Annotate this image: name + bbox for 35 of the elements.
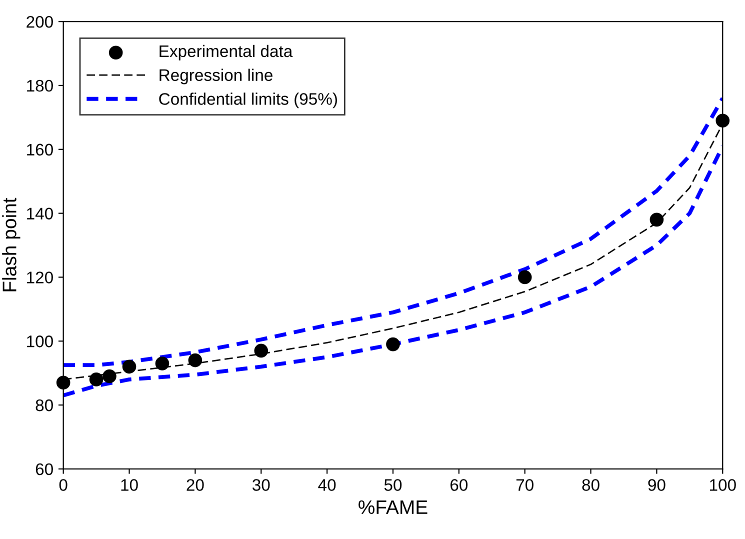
y-tick-label: 160 [27, 144, 53, 156]
y-tick-label: 200 [26, 16, 53, 28]
x-axis-title: %FAME [358, 500, 428, 514]
point [188, 353, 202, 368]
y-tick-label: 180 [27, 80, 53, 92]
x-tick-label: 80 [582, 479, 600, 491]
x-tick-label: 70 [516, 479, 534, 491]
x-tick-label: 0 [59, 479, 68, 491]
legend-label: Confidential limits (95%) [159, 92, 337, 108]
point [56, 376, 70, 390]
x-tick-label: 60 [450, 479, 468, 491]
x-tick-label: 10 [121, 479, 138, 491]
point [155, 356, 170, 370]
legend-label: Experimental data [160, 44, 293, 60]
x-tick-label: 40 [318, 479, 336, 491]
y-tick-label: 140 [27, 208, 53, 220]
point [102, 369, 116, 384]
point [89, 372, 104, 386]
y-tick-label: 120 [27, 272, 53, 284]
y-axis-title: Flash point [2, 198, 20, 292]
point [518, 270, 532, 284]
legend-label: Regression line [160, 68, 272, 84]
x-tick-label: 50 [384, 479, 402, 491]
x-tick-label: 20 [186, 479, 204, 491]
point [386, 337, 400, 352]
x-tick-label: 100 [710, 479, 736, 491]
y-tick-label: 80 [36, 399, 53, 412]
point [650, 212, 664, 227]
x-tick-label: 90 [648, 479, 666, 491]
point [122, 360, 136, 374]
point [254, 344, 268, 358]
x-tick-label: 30 [252, 479, 270, 491]
point [716, 114, 730, 128]
y-tick-label: 60 [36, 463, 53, 476]
y-tick-label: 100 [27, 336, 53, 348]
